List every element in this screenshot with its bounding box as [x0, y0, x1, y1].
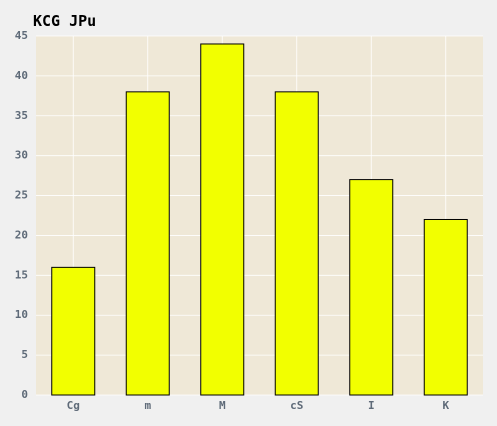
- y-tick-label: 15: [15, 268, 28, 281]
- bar-Cg: [51, 266, 96, 396]
- y-tick-label: 5: [21, 348, 28, 361]
- bar-cS: [274, 91, 319, 396]
- x-tick-label: I: [368, 399, 375, 412]
- y-tick-label: 10: [15, 308, 28, 321]
- bar-m: [125, 91, 170, 396]
- bar-K: [423, 218, 468, 396]
- y-tick-label: 35: [15, 109, 28, 122]
- y-tick-label: 30: [15, 149, 28, 162]
- y-tick-label: 40: [15, 69, 28, 82]
- x-tick-label: cS: [290, 399, 303, 412]
- y-tick-label: 45: [15, 29, 28, 42]
- plot-background: [36, 36, 483, 395]
- bar-M: [200, 43, 245, 396]
- x-tick-label: M: [219, 399, 226, 412]
- x-tick-label: m: [144, 399, 151, 412]
- y-tick-label: 0: [21, 388, 28, 401]
- chart-title: KCG JPu: [33, 12, 97, 30]
- y-tick-label: 20: [15, 228, 28, 241]
- bars: [51, 43, 468, 396]
- x-tick-label: Cg: [67, 399, 80, 412]
- x-tick-label: K: [442, 399, 449, 412]
- bar-I: [349, 179, 394, 396]
- y-tick-label: 25: [15, 189, 28, 202]
- y-axis-ticks: 0 5 10 15 20 25 30 35 40 45: [15, 29, 28, 401]
